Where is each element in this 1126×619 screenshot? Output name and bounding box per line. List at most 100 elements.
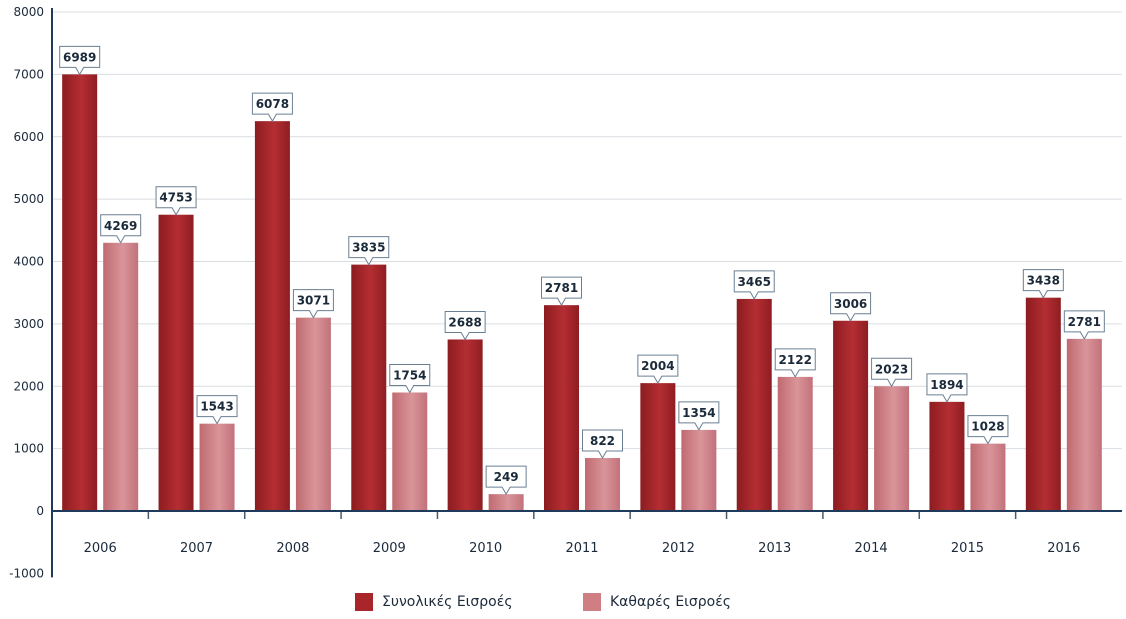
data-label-callout: 4753 xyxy=(155,186,197,216)
data-label: 822 xyxy=(590,434,615,448)
bar-net xyxy=(392,392,428,511)
y-axis-ticks: 8000 7000 6000 5000 4000 3000 2000 1000 0 -1000 xyxy=(9,5,44,580)
bar-net xyxy=(103,242,139,511)
data-label: 1028 xyxy=(971,420,1004,434)
data-label-callout: 2781 xyxy=(1063,310,1105,340)
y-tick-label: 0 xyxy=(36,504,44,518)
data-label-box xyxy=(637,354,679,385)
y-tick-label: 4000 xyxy=(13,255,44,269)
data-label-box xyxy=(733,270,775,300)
data-label: 4753 xyxy=(159,191,192,205)
y-tick-label: 1000 xyxy=(13,442,44,456)
data-label-box xyxy=(155,186,197,216)
bar-net xyxy=(874,386,910,511)
data-label-box xyxy=(541,276,582,307)
data-label-box xyxy=(830,292,872,322)
data-label-box xyxy=(389,363,431,394)
x-tick-label: 2008 xyxy=(276,541,309,556)
data-label-callout: 2688 xyxy=(444,310,486,341)
data-label: 2023 xyxy=(875,362,908,376)
legend-swatch-net xyxy=(583,593,601,611)
y-tick-label: 7000 xyxy=(13,67,44,81)
data-label-callout: 1028 xyxy=(967,415,1009,445)
data-label-callout: 3835 xyxy=(348,236,390,266)
legend-item-total: Συνολικές Εισροές xyxy=(355,593,513,611)
data-label-box xyxy=(59,45,101,76)
data-label-callout: 249 xyxy=(485,465,527,496)
bar-total xyxy=(736,298,772,511)
data-label-box xyxy=(196,395,238,425)
data-label: 3465 xyxy=(738,275,771,289)
legend-label-total: Συνολικές Εισροές xyxy=(382,594,513,610)
bar-total xyxy=(158,214,194,511)
bar-net xyxy=(585,457,620,511)
x-tick-label: 2014 xyxy=(855,541,888,556)
legend-swatch-total xyxy=(355,593,373,611)
bar-net xyxy=(1066,338,1102,511)
bar-total xyxy=(1025,297,1061,511)
data-label-callout: 1354 xyxy=(678,401,720,431)
bars xyxy=(62,74,1102,511)
data-label-callout: 6078 xyxy=(251,92,293,123)
y-tick-label: 5000 xyxy=(13,192,44,206)
data-label: 2122 xyxy=(779,353,812,367)
data-label: 2781 xyxy=(1068,315,1101,329)
data-label: 3006 xyxy=(834,297,867,311)
x-tick-label: 2013 xyxy=(758,541,791,556)
data-label-callout: 1754 xyxy=(389,363,431,394)
data-label: 4269 xyxy=(104,219,137,233)
data-label-callout: 822 xyxy=(582,429,623,459)
bar-net xyxy=(488,494,524,511)
y-tick-label: 8000 xyxy=(13,5,44,19)
data-label-callout: 1894 xyxy=(926,373,968,403)
bar-total xyxy=(254,121,290,511)
data-label: 1354 xyxy=(682,406,715,420)
legend-item-net: Καθαρές Εισροές xyxy=(583,593,731,611)
bar-total xyxy=(833,320,869,511)
data-label-box xyxy=(100,214,142,244)
data-label-callout: 4269 xyxy=(100,214,142,244)
x-tick-label: 2010 xyxy=(469,541,502,556)
data-label: 3835 xyxy=(352,241,385,255)
y-tick-label: -1000 xyxy=(9,566,44,580)
x-tick-label: 2011 xyxy=(565,541,598,556)
bar-total xyxy=(929,401,965,511)
data-label-box xyxy=(251,92,293,123)
data-label-box xyxy=(348,236,390,266)
data-label: 3438 xyxy=(1027,274,1060,288)
data-label: 6078 xyxy=(256,97,289,111)
data-label-callout: 2004 xyxy=(637,354,679,385)
data-label: 1543 xyxy=(200,400,233,414)
bar-chart: 8000 7000 6000 5000 4000 3000 2000 1000 0 -1000 2… xyxy=(9,5,1122,580)
bar-total xyxy=(351,264,387,511)
y-tick-label: 6000 xyxy=(13,130,44,144)
data-label: 1894 xyxy=(930,378,963,392)
bar-net xyxy=(681,429,717,511)
legend: Συνολικές Εισροές Καθαρές Εισροές xyxy=(0,593,1126,619)
data-label: 249 xyxy=(494,470,519,484)
data-label-box xyxy=(871,357,913,388)
data-label: 2688 xyxy=(448,315,481,329)
data-label-box xyxy=(582,429,623,459)
x-tick-label: 2015 xyxy=(951,541,984,556)
axes xyxy=(51,8,1122,578)
data-label-box xyxy=(485,465,527,496)
data-label-callout: 2781 xyxy=(541,276,582,307)
x-tick-label: 2012 xyxy=(662,541,695,556)
data-label-callout: 3438 xyxy=(1022,269,1064,299)
bar-total xyxy=(544,305,579,511)
data-label-box xyxy=(967,415,1009,445)
bar-total xyxy=(640,383,676,511)
bar-total xyxy=(447,339,483,511)
data-label: 2781 xyxy=(545,281,578,295)
data-label-callout: 3465 xyxy=(733,270,775,300)
bar-total xyxy=(62,74,98,511)
data-label-box xyxy=(678,401,720,431)
data-label-callout: 3071 xyxy=(292,289,334,319)
data-label-box xyxy=(444,310,486,341)
data-label: 3071 xyxy=(297,294,330,308)
data-label-box xyxy=(1022,269,1064,299)
data-label: 2004 xyxy=(641,359,674,373)
data-label-box xyxy=(774,348,816,378)
bar-net xyxy=(295,317,331,511)
